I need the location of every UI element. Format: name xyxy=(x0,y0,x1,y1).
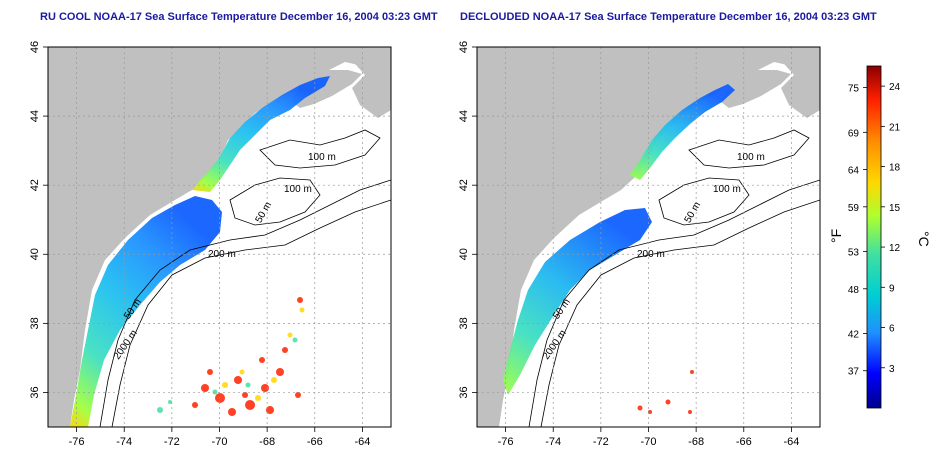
grid-lines xyxy=(48,47,391,427)
y-tick-label: 36 xyxy=(29,386,41,398)
sst-field-gulf-of-maine xyxy=(630,84,735,180)
isobath-label: 100 m xyxy=(737,152,765,163)
right-panel-title: DECLOUDED NOAA-17 Sea Surface Temperatur… xyxy=(460,11,877,23)
y-tick-label: 40 xyxy=(458,248,470,260)
x-tick-label: -68 xyxy=(259,436,275,448)
sst-field-gulf-of-maine xyxy=(192,76,330,192)
isobath-label: 200 m xyxy=(637,249,665,260)
colorbar-f-tick-label: 37 xyxy=(848,367,860,378)
colorbar-c-tick-label: 18 xyxy=(889,163,901,174)
colorbar-c-tick-label: 21 xyxy=(889,122,901,133)
x-tick-label: -68 xyxy=(688,436,704,448)
x-tick-label: -64 xyxy=(783,436,799,448)
y-tick-label: 38 xyxy=(458,317,470,329)
colorbar-scale xyxy=(866,65,882,409)
x-tick-label: -70 xyxy=(641,436,657,448)
axis-ticks: -76 -74 -72 -70 -68 -66 -64 36 38 40 42 44 46 -76 -74 -… xyxy=(29,41,799,448)
x-tick-label: -64 xyxy=(354,436,370,448)
colorbar-c-tick-label: 3 xyxy=(889,364,895,375)
x-tick-label: -72 xyxy=(593,436,609,448)
isobath-label: 100 m xyxy=(308,152,336,163)
x-tick-label: -72 xyxy=(164,436,180,448)
colorbar-f-tick-label: 64 xyxy=(848,166,860,177)
isobaths xyxy=(99,129,391,427)
colorbar-c-tick-label: 24 xyxy=(889,82,901,93)
isobath-label: 100 m xyxy=(713,184,741,195)
x-tick-label: -66 xyxy=(736,436,752,448)
y-tick-label: 42 xyxy=(458,179,470,191)
colorbar-f-tick-label: 69 xyxy=(848,128,860,139)
colorbar-c-tick-label: 15 xyxy=(889,203,901,214)
land-mass xyxy=(48,47,391,427)
cloud-speckle xyxy=(192,297,303,416)
colorbar-c-tick-label: 9 xyxy=(889,283,895,294)
colorbar-c-tick-label: 6 xyxy=(889,324,895,335)
colorbar-f-tick-label: 75 xyxy=(848,84,860,95)
x-tick-label: -66 xyxy=(307,436,323,448)
y-tick-label: 38 xyxy=(29,317,41,329)
isobaths xyxy=(528,129,820,427)
x-tick-label: -74 xyxy=(545,436,561,448)
y-tick-label: 46 xyxy=(458,41,470,53)
newfoundland xyxy=(769,47,820,118)
colorbar-c-tick-label: 12 xyxy=(889,243,901,254)
nova-scotia xyxy=(721,70,791,108)
y-tick-label: 42 xyxy=(29,179,41,191)
y-tick-label: 44 xyxy=(458,110,470,122)
land-mass xyxy=(477,47,820,427)
left-map xyxy=(48,47,391,427)
y-tick-label: 44 xyxy=(29,110,41,122)
left-panel-title: RU COOL NOAA-17 Sea Surface Temperature … xyxy=(40,11,438,23)
y-tick-label: 46 xyxy=(29,41,41,53)
isobath-label: 200 m xyxy=(208,249,236,260)
colorbar-ticks: 75 69 64 59 53 48 42 37 24 21 18 15 12 9 6 3 xyxy=(848,82,901,378)
x-tick-label: -76 xyxy=(498,436,514,448)
y-tick-label: 40 xyxy=(29,248,41,260)
colorbar-f-tick-label: 42 xyxy=(848,329,860,340)
newfoundland xyxy=(340,47,391,118)
colorbar-f-tick-label: 48 xyxy=(848,285,860,296)
residual-speckle xyxy=(637,370,694,414)
x-tick-label: -76 xyxy=(69,436,85,448)
x-tick-label: -70 xyxy=(212,436,228,448)
nova-scotia xyxy=(292,70,362,108)
colorbar-fahrenheit-label: °F xyxy=(828,229,844,243)
cloud-speckle-cool xyxy=(157,337,298,413)
colorbar-celsius-label: °C xyxy=(916,231,932,247)
grid-lines xyxy=(477,47,820,427)
y-tick-label: 36 xyxy=(458,386,470,398)
right-map xyxy=(477,47,820,427)
colorbar-f-tick-label: 53 xyxy=(848,248,860,259)
x-tick-label: -74 xyxy=(116,436,132,448)
sst-field xyxy=(503,208,652,395)
cloud-speckle-warm xyxy=(222,307,305,401)
colorbar-f-tick-label: 59 xyxy=(848,203,860,214)
isobath-label: 100 m xyxy=(284,184,312,195)
